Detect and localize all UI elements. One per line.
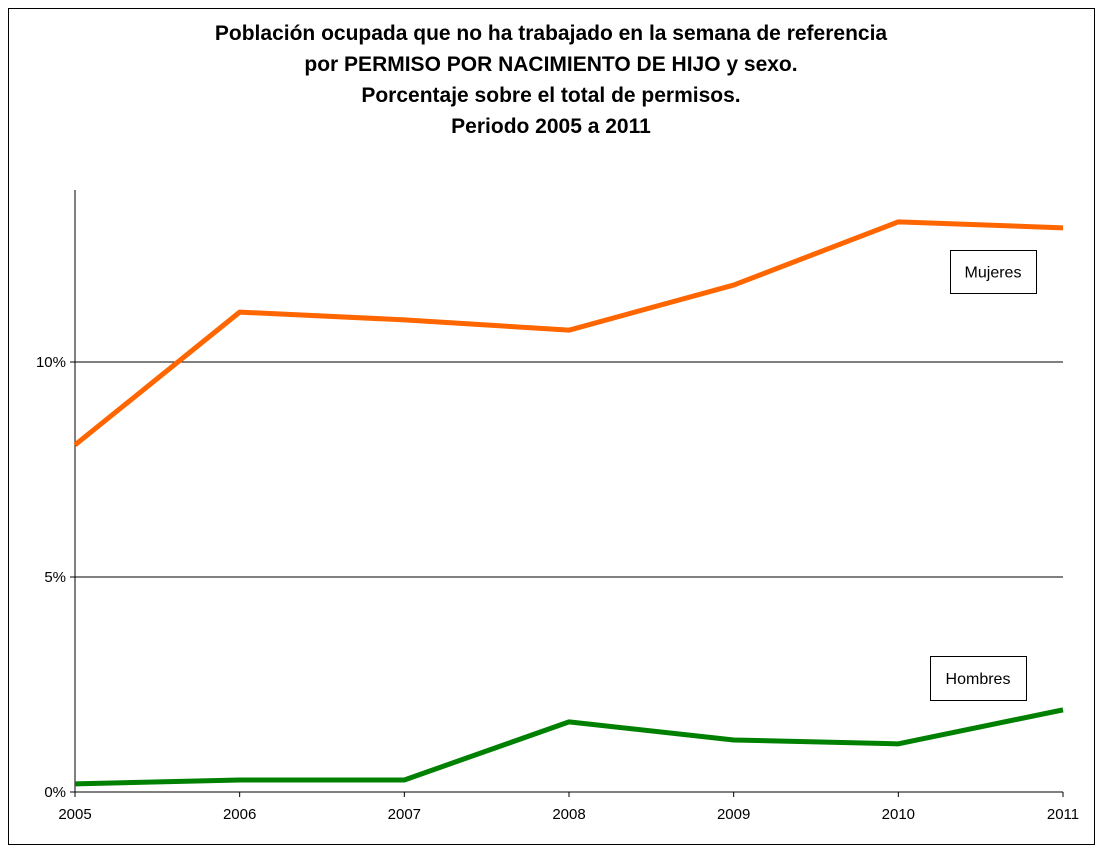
x-tick-label: 2008: [552, 806, 585, 823]
y-tick-label: 0%: [44, 784, 66, 801]
chart-title: por PERMISO POR NACIMIENTO DE HIJO y sex…: [304, 53, 797, 76]
y-tick-label: 5%: [44, 569, 66, 586]
x-tick-label: 2011: [1047, 806, 1079, 823]
series-label: Mujeres: [965, 265, 1022, 282]
chart-title: Periodo 2005 a 2011: [451, 115, 651, 138]
series-line: [74, 707, 1064, 787]
x-tick-label: 2006: [223, 806, 256, 823]
x-tick-label: 2005: [58, 806, 91, 823]
x-tick-label: 2009: [717, 806, 750, 823]
y-tick-label: 10%: [36, 354, 66, 371]
series-line: [73, 219, 1064, 447]
chart-frame: [8, 8, 1095, 845]
x-tick-label: 2007: [388, 806, 421, 823]
series-label-box: [930, 656, 1027, 701]
series-label: Hombres: [946, 671, 1011, 688]
x-tick-label: 2010: [882, 806, 915, 823]
chart-title: Porcentaje sobre el total de permisos.: [361, 84, 740, 107]
series-label-box: [950, 250, 1037, 294]
chart-title: Población ocupada que no ha trabajado en…: [215, 22, 888, 45]
